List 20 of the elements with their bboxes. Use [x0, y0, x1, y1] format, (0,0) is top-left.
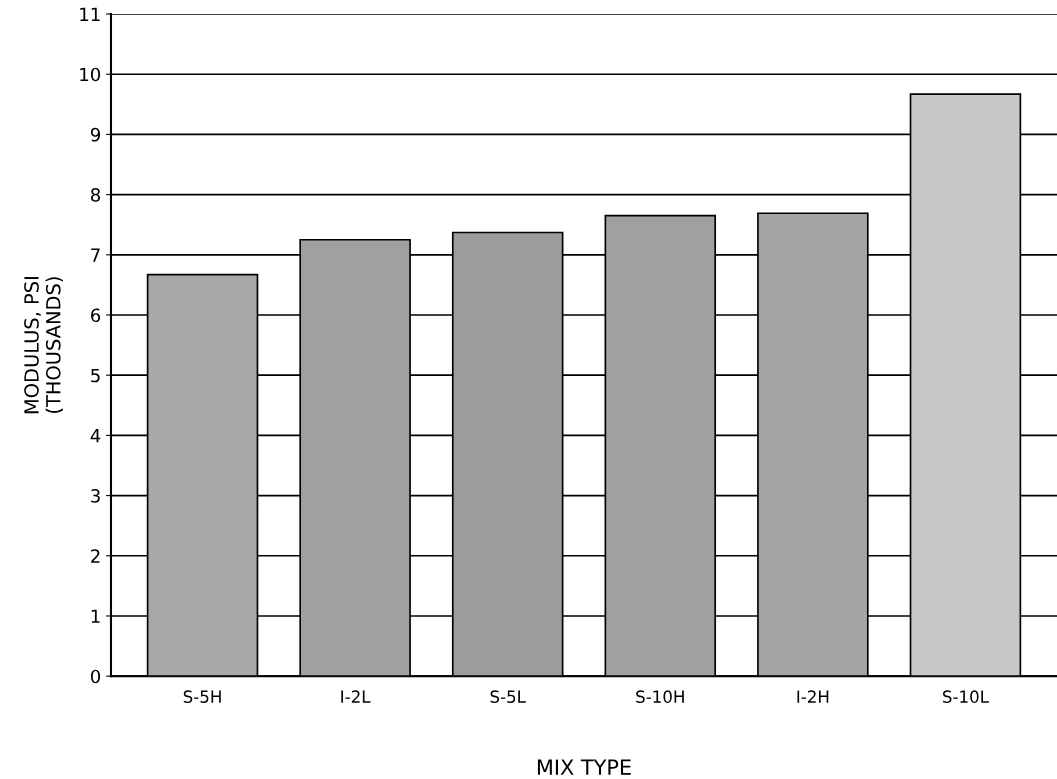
y-tick-label: 6	[91, 308, 101, 323]
y-tick-label: 11	[80, 7, 100, 21]
y-tick-label: 5	[91, 368, 100, 383]
x-axis-title: MIX TYPE	[537, 759, 631, 775]
y-tick-label: 4	[90, 429, 101, 443]
y-axis-title: MODULUS, PSI (THOUSANDS)	[24, 277, 63, 414]
x-tick-label: S-5L	[490, 690, 526, 703]
x-tick-label: S-10H	[636, 690, 684, 703]
x-tick-label: I-2L	[341, 690, 371, 703]
x-tick-label: I-2H	[797, 690, 829, 703]
x-tick-label: S-5H	[183, 690, 221, 703]
y-tick-label: 0	[90, 669, 101, 684]
y-tick-label: 9	[90, 127, 100, 142]
y-tick-label: 3	[91, 489, 100, 503]
y-tick-label: 10	[80, 67, 101, 82]
y-tick-label: 7	[91, 248, 100, 262]
y-tick-label: 1	[91, 609, 100, 623]
x-tick-label: S-10L	[943, 690, 989, 703]
y-tick-label: 2	[91, 549, 100, 563]
y-tick-label: 8	[91, 188, 101, 202]
